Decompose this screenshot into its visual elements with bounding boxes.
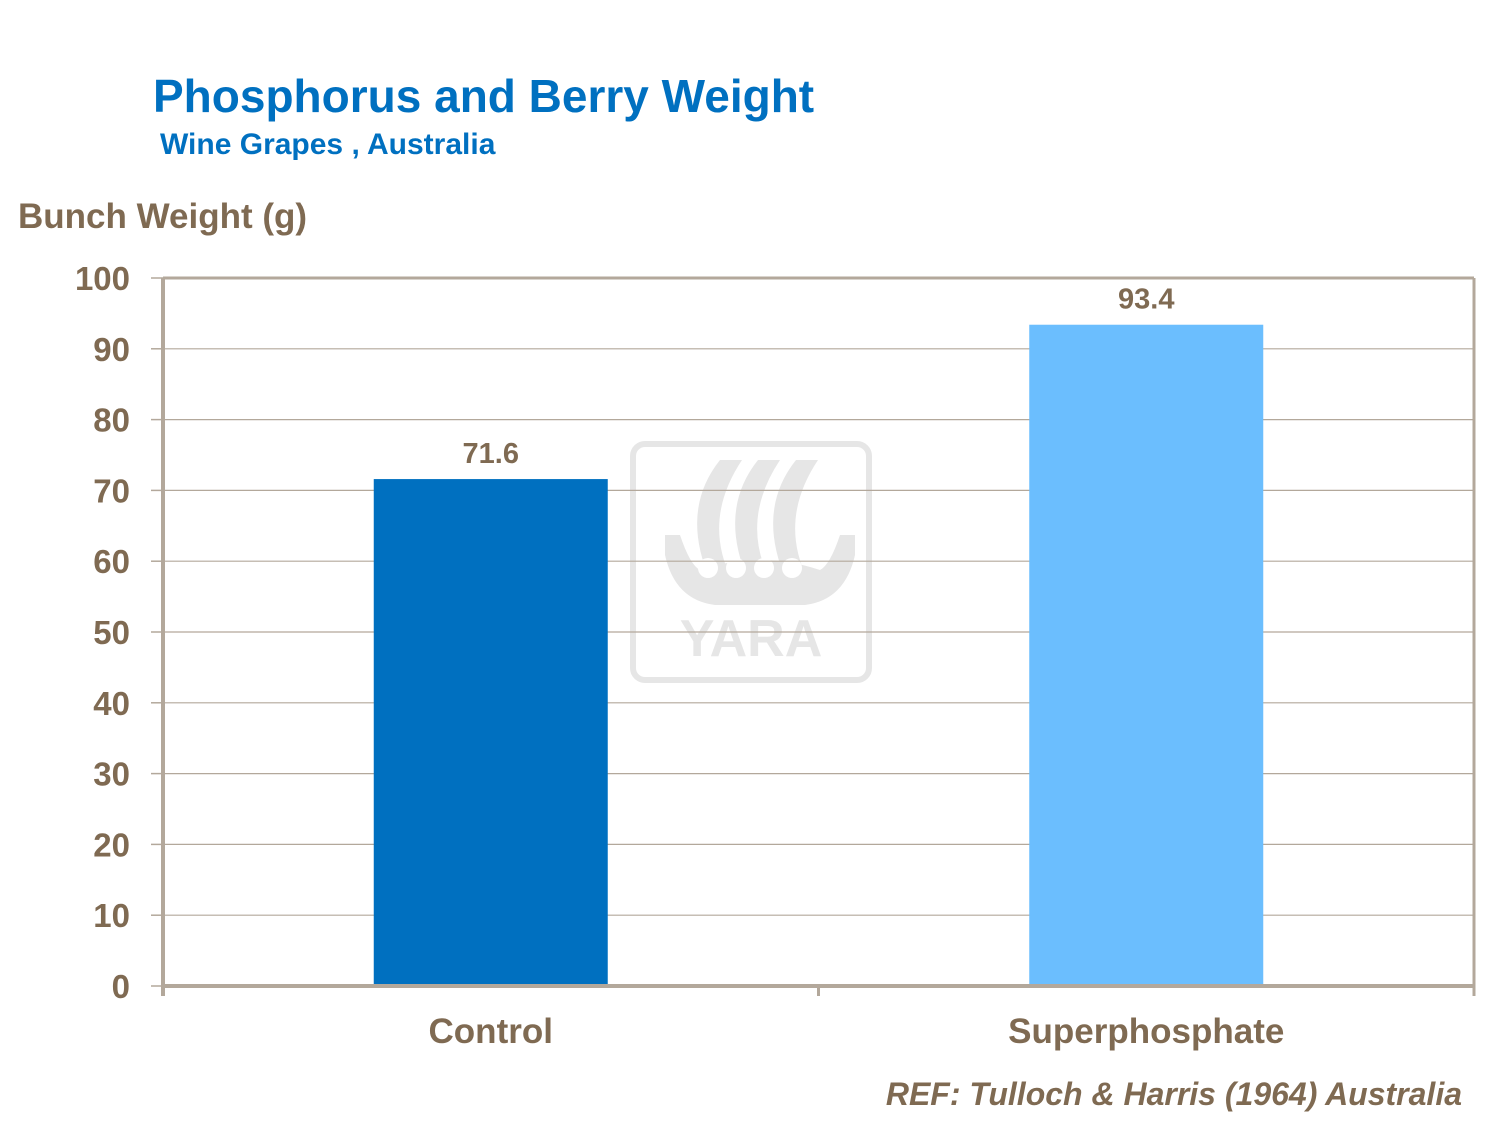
y-tick-label: 90 bbox=[93, 331, 130, 368]
data-label: 71.6 bbox=[463, 438, 519, 470]
chart-title: Phosphorus and Berry Weight bbox=[153, 70, 814, 122]
y-tick-label: 60 bbox=[93, 543, 130, 580]
x-tick-label: Control bbox=[429, 1012, 553, 1051]
y-tick-label: 0 bbox=[112, 968, 130, 1005]
y-tick-label: 70 bbox=[93, 472, 130, 509]
bar-control bbox=[373, 479, 608, 986]
y-tick-label: 100 bbox=[75, 260, 130, 297]
y-tick-label: 80 bbox=[93, 402, 130, 439]
bar-superphosphate bbox=[1029, 324, 1264, 986]
x-tick-label: Superphosphate bbox=[1008, 1012, 1284, 1051]
data-label: 93.4 bbox=[1118, 284, 1174, 316]
y-axis-label: Bunch Weight (g) bbox=[18, 197, 307, 236]
y-tick-label: 50 bbox=[93, 614, 130, 651]
chart-subtitle: Wine Grapes , Australia bbox=[160, 128, 496, 161]
y-tick-label: 10 bbox=[93, 897, 130, 934]
y-tick-label: 20 bbox=[93, 826, 130, 863]
yara-watermark: YARA bbox=[630, 441, 872, 683]
reference-note: REF: Tulloch & Harris (1964) Australia bbox=[886, 1076, 1462, 1112]
y-tick-label: 30 bbox=[93, 756, 130, 793]
watermark-text: YARA bbox=[680, 610, 823, 668]
y-tick-label: 40 bbox=[93, 685, 130, 722]
